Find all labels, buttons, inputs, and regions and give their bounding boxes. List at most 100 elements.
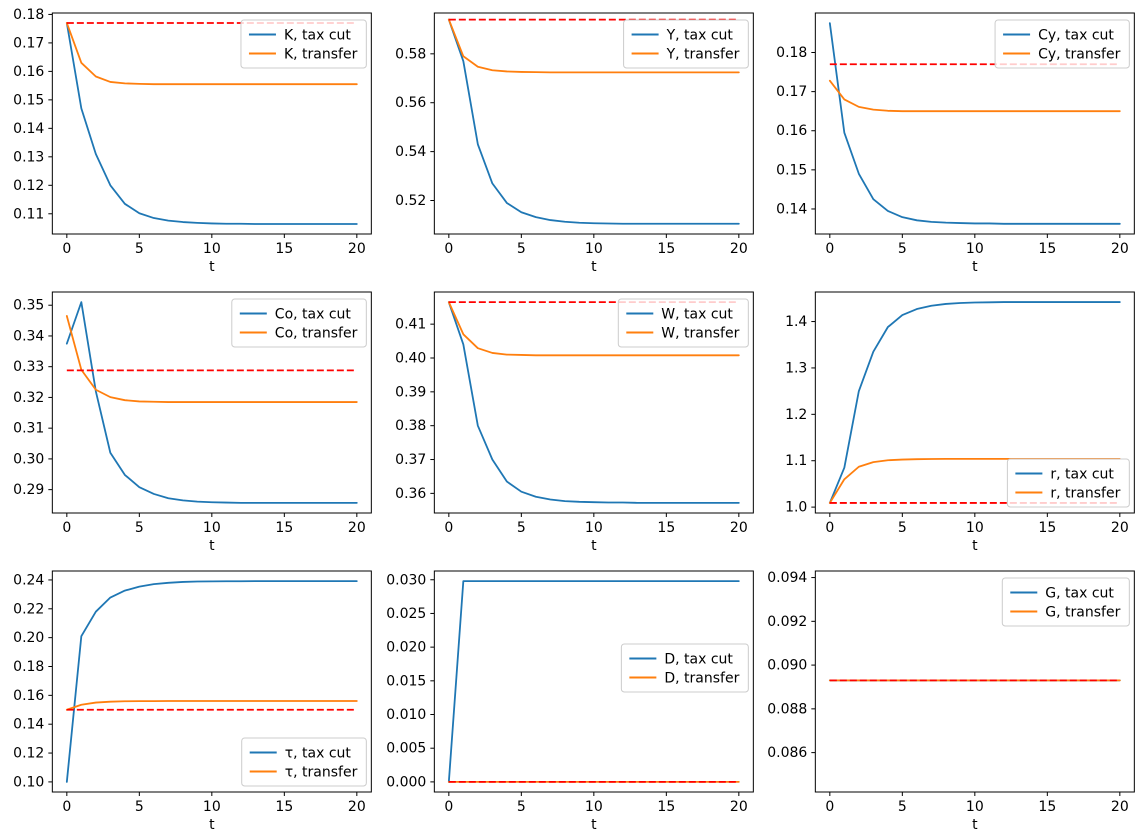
subplot-cell-4: 0.36 0.37 0.38 0.39 0.40 0.41 0 5 10 15 20 t W, tax … bbox=[382, 279, 764, 558]
axes-frame bbox=[51, 570, 372, 793]
x-tick-label: 0 bbox=[62, 799, 71, 815]
series-line-blue bbox=[65, 580, 358, 783]
y-tick-label: 0.32 bbox=[13, 390, 44, 406]
legend-box bbox=[622, 19, 749, 69]
y-tick-label: 0.13 bbox=[13, 149, 44, 165]
y-tick-label: 0.12 bbox=[13, 178, 44, 194]
y-tick-label: 0.15 bbox=[13, 92, 44, 108]
y-tick-label: 0.34 bbox=[13, 328, 44, 344]
legend: Co, tax cut Co, transfer bbox=[231, 298, 367, 348]
x-tick-label: 20 bbox=[1111, 520, 1129, 536]
x-tick-label: 15 bbox=[275, 520, 293, 536]
legend: τ, tax cut τ, transfer bbox=[241, 737, 367, 787]
legend-label: W, transfer bbox=[661, 326, 739, 342]
subplot-cell-2: 0.14 0.15 0.16 0.17 0.18 0 5 10 15 20 t Cy, tax cut… bbox=[763, 0, 1145, 279]
legend-label: W, tax cut bbox=[661, 307, 733, 323]
y-tick-label: 0.14 bbox=[13, 121, 44, 137]
legend-label: Co, transfer bbox=[275, 326, 358, 342]
y-tick-label: 0.000 bbox=[386, 774, 426, 790]
x-tick-label: 5 bbox=[135, 799, 144, 815]
y-tick-label: 0.40 bbox=[395, 350, 426, 366]
series-line-blue bbox=[829, 22, 1122, 225]
y-tick-label: 0.39 bbox=[395, 384, 426, 400]
y-tick-label: 0.20 bbox=[13, 630, 44, 646]
y-tick-label: 0.17 bbox=[13, 35, 44, 51]
x-axis: 0 5 10 15 20 bbox=[826, 234, 1129, 257]
legend-label: Co, tax cut bbox=[275, 307, 352, 323]
y-axis: 0.52 0.54 0.56 0.58 bbox=[395, 46, 434, 209]
y-tick-label: 0.35 bbox=[13, 298, 44, 314]
subplot-cell-3: 0.29 0.30 0.31 0.32 0.33 0.34 0.35 0 5 10 15 20 t Co,… bbox=[0, 279, 382, 558]
x-axis-label: t bbox=[591, 259, 597, 275]
subplot-cell-8: 0.086 0.088 0.090 0.092 0.094 0 5 10 15 20 t G, tax… bbox=[763, 558, 1145, 837]
legend-label: Cy, tax cut bbox=[1038, 28, 1114, 44]
y-axis: 0.36 0.37 0.38 0.39 0.40 0.41 bbox=[395, 317, 434, 502]
subplot-cell-0: 0.11 0.12 0.13 0.14 0.15 0.16 0.17 0.18 0 5 10 15 20… bbox=[0, 0, 382, 279]
legend-box bbox=[1007, 458, 1131, 508]
subplot-K: 0.11 0.12 0.13 0.14 0.15 0.16 0.17 0.18 0 5 10 15 20… bbox=[13, 7, 372, 275]
x-tick-label: 20 bbox=[348, 241, 366, 257]
x-axis-label: t bbox=[209, 259, 215, 275]
axes-frame bbox=[433, 291, 754, 514]
y-tick-label: 0.094 bbox=[768, 570, 808, 586]
y-tick-label: 0.088 bbox=[768, 701, 808, 717]
y-tick-label: 0.30 bbox=[13, 451, 44, 467]
axes-frame bbox=[51, 12, 372, 235]
series-line-orange bbox=[829, 79, 1122, 113]
x-axis-label: t bbox=[591, 538, 597, 554]
x-tick-label: 5 bbox=[135, 241, 144, 257]
x-tick-label: 5 bbox=[517, 799, 526, 815]
y-tick-label: 0.092 bbox=[768, 614, 808, 630]
series-line-blue bbox=[65, 22, 358, 225]
y-axis: 0.10 0.12 0.14 0.16 0.18 0.20 0.22 0.24 bbox=[13, 572, 53, 790]
x-axis: 0 5 10 15 20 bbox=[62, 792, 366, 815]
y-tick-label: 0.54 bbox=[395, 144, 426, 160]
subplot-Cy: 0.14 0.15 0.16 0.17 0.18 0 5 10 15 20 t Cy, tax cut… bbox=[776, 12, 1136, 275]
x-tick-label: 20 bbox=[1111, 241, 1129, 257]
x-tick-label: 15 bbox=[275, 799, 293, 815]
x-tick-label: 10 bbox=[966, 241, 984, 257]
x-axis: 0 5 10 15 20 bbox=[62, 513, 366, 536]
y-tick-label: 1.3 bbox=[785, 360, 807, 376]
x-axis: 0 5 10 15 20 bbox=[444, 792, 747, 815]
y-tick-label: 0.14 bbox=[776, 201, 807, 217]
subplot-G: 0.086 0.088 0.090 0.092 0.094 0 5 10 15 20 t G, tax… bbox=[768, 570, 1136, 833]
y-tick-label: 0.41 bbox=[395, 317, 426, 333]
x-axis-label: t bbox=[972, 259, 978, 275]
x-tick-label: 10 bbox=[585, 241, 603, 257]
x-tick-label: 15 bbox=[1039, 241, 1057, 257]
axes-frame bbox=[433, 570, 754, 793]
y-tick-label: 0.030 bbox=[386, 572, 426, 588]
x-tick-label: 5 bbox=[898, 799, 907, 815]
legend: Cy, tax cut Cy, transfer bbox=[994, 19, 1131, 69]
x-tick-label: 0 bbox=[444, 520, 453, 536]
x-tick-label: 20 bbox=[348, 520, 366, 536]
axes-frame bbox=[815, 12, 1136, 235]
x-tick-label: 15 bbox=[657, 520, 675, 536]
x-tick-label: 0 bbox=[826, 241, 835, 257]
x-axis: 0 5 10 15 20 bbox=[444, 234, 747, 257]
x-tick-label: 0 bbox=[62, 520, 71, 536]
y-tick-label: 0.16 bbox=[13, 688, 44, 704]
x-tick-label: 10 bbox=[585, 520, 603, 536]
y-tick-label: 0.31 bbox=[13, 421, 44, 437]
y-axis: 0.11 0.12 0.13 0.14 0.15 0.16 0.17 0.18 bbox=[13, 7, 53, 222]
axes-frame bbox=[815, 570, 1136, 793]
x-tick-label: 10 bbox=[966, 799, 984, 815]
y-tick-label: 0.52 bbox=[395, 193, 426, 209]
x-axis-label: t bbox=[972, 817, 978, 833]
axes-frame bbox=[51, 291, 372, 514]
x-tick-label: 15 bbox=[1039, 520, 1057, 536]
axes-frame bbox=[433, 12, 754, 235]
y-tick-label: 0.56 bbox=[395, 95, 426, 111]
legend-label: G, tax cut bbox=[1046, 586, 1115, 602]
legend-box bbox=[240, 19, 367, 69]
x-tick-label: 5 bbox=[135, 520, 144, 536]
x-tick-label: 15 bbox=[275, 241, 293, 257]
subplot-D: 0.000 0.005 0.010 0.015 0.020 0.025 0.030 0 5 10 1… bbox=[386, 570, 754, 833]
legend: G, tax cut G, transfer bbox=[1002, 577, 1131, 627]
series-line-blue bbox=[447, 301, 740, 504]
subplot-cell-5: 1.0 1.1 1.2 1.3 1.4 0 5 10 15 20 t r, tax cut r, tra… bbox=[763, 279, 1145, 558]
x-axis-label: t bbox=[209, 817, 215, 833]
legend-box bbox=[231, 298, 367, 348]
